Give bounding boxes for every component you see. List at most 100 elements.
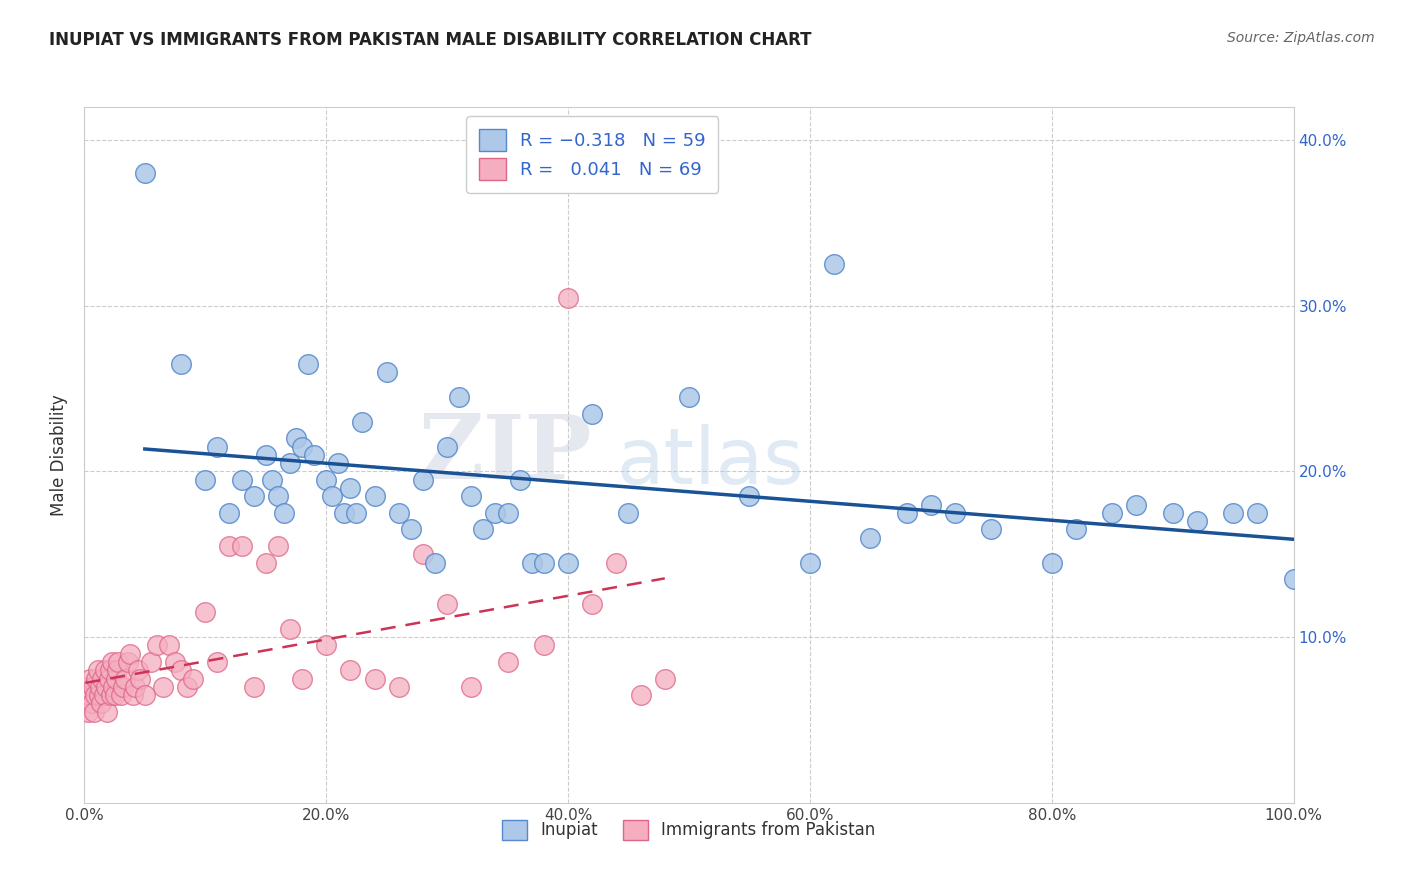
Point	[218, 539, 240, 553]
Point	[399, 523, 422, 537]
Point	[302, 448, 325, 462]
Point	[94, 680, 117, 694]
Point	[1040, 556, 1063, 570]
Point	[678, 390, 700, 404]
Text: INUPIAT VS IMMIGRANTS FROM PAKISTAN MALE DISABILITY CORRELATION CHART: INUPIAT VS IMMIGRANTS FROM PAKISTAN MALE…	[49, 31, 811, 49]
Point	[267, 489, 290, 503]
Point	[157, 639, 180, 653]
Point	[581, 597, 603, 611]
Point	[104, 688, 127, 702]
Point	[423, 556, 446, 570]
Point	[388, 680, 411, 694]
Point	[76, 680, 98, 694]
Point	[260, 473, 283, 487]
Point	[533, 639, 555, 653]
Point	[654, 672, 676, 686]
Point	[509, 473, 531, 487]
Point	[412, 473, 434, 487]
Point	[328, 456, 350, 470]
Point	[242, 489, 264, 503]
Point	[321, 489, 343, 503]
Point	[120, 647, 142, 661]
Point	[218, 506, 240, 520]
Point	[557, 556, 579, 570]
Y-axis label: Male Disability: Male Disability	[51, 394, 69, 516]
Point	[254, 556, 277, 570]
Point	[605, 556, 627, 570]
Point	[460, 489, 482, 503]
Point	[484, 506, 506, 520]
Point	[90, 697, 112, 711]
Point	[363, 489, 385, 503]
Point	[86, 672, 108, 686]
Point	[104, 672, 127, 686]
Point	[94, 663, 117, 677]
Point	[496, 506, 519, 520]
Point	[738, 489, 761, 503]
Point	[83, 705, 105, 719]
Text: Source: ZipAtlas.com: Source: ZipAtlas.com	[1227, 31, 1375, 45]
Point	[496, 655, 519, 669]
Point	[980, 523, 1002, 537]
Point	[352, 415, 374, 429]
Point	[231, 539, 253, 553]
Point	[124, 680, 146, 694]
Point	[278, 622, 301, 636]
Text: atlas: atlas	[616, 424, 804, 500]
Point	[139, 655, 162, 669]
Point	[1101, 506, 1123, 520]
Point	[207, 655, 229, 669]
Point	[436, 597, 458, 611]
Point	[333, 506, 356, 520]
Point	[346, 506, 368, 520]
Point	[105, 663, 128, 677]
Point	[207, 440, 229, 454]
Point	[363, 672, 385, 686]
Point	[557, 291, 579, 305]
Point	[520, 556, 543, 570]
Point	[103, 680, 125, 694]
Point	[412, 547, 434, 561]
Point	[242, 680, 264, 694]
Point	[823, 257, 845, 271]
Legend: Inupiat, Immigrants from Pakistan: Inupiat, Immigrants from Pakistan	[495, 813, 883, 847]
Point	[375, 365, 398, 379]
Text: ZIP: ZIP	[419, 411, 592, 499]
Point	[630, 688, 652, 702]
Point	[96, 705, 118, 719]
Point	[291, 440, 314, 454]
Point	[112, 680, 135, 694]
Point	[75, 688, 97, 702]
Point	[82, 680, 104, 694]
Point	[97, 672, 120, 686]
Point	[87, 688, 110, 702]
Point	[449, 390, 471, 404]
Point	[80, 697, 103, 711]
Point	[77, 705, 100, 719]
Point	[533, 556, 555, 570]
Point	[460, 680, 482, 694]
Point	[77, 688, 100, 702]
Point	[121, 688, 143, 702]
Point	[1222, 506, 1244, 520]
Point	[86, 663, 108, 677]
Point	[1161, 506, 1184, 520]
Point	[98, 663, 121, 677]
Point	[107, 655, 129, 669]
Point	[896, 506, 918, 520]
Point	[152, 680, 174, 694]
Point	[194, 605, 217, 619]
Point	[1282, 572, 1305, 586]
Point	[254, 448, 277, 462]
Point	[231, 473, 253, 487]
Point	[267, 539, 290, 553]
Point	[176, 680, 198, 694]
Point	[278, 456, 301, 470]
Point	[194, 473, 217, 487]
Point	[110, 688, 132, 702]
Point	[1125, 498, 1147, 512]
Point	[127, 663, 149, 677]
Point	[388, 506, 411, 520]
Point	[284, 431, 308, 445]
Point	[1246, 506, 1268, 520]
